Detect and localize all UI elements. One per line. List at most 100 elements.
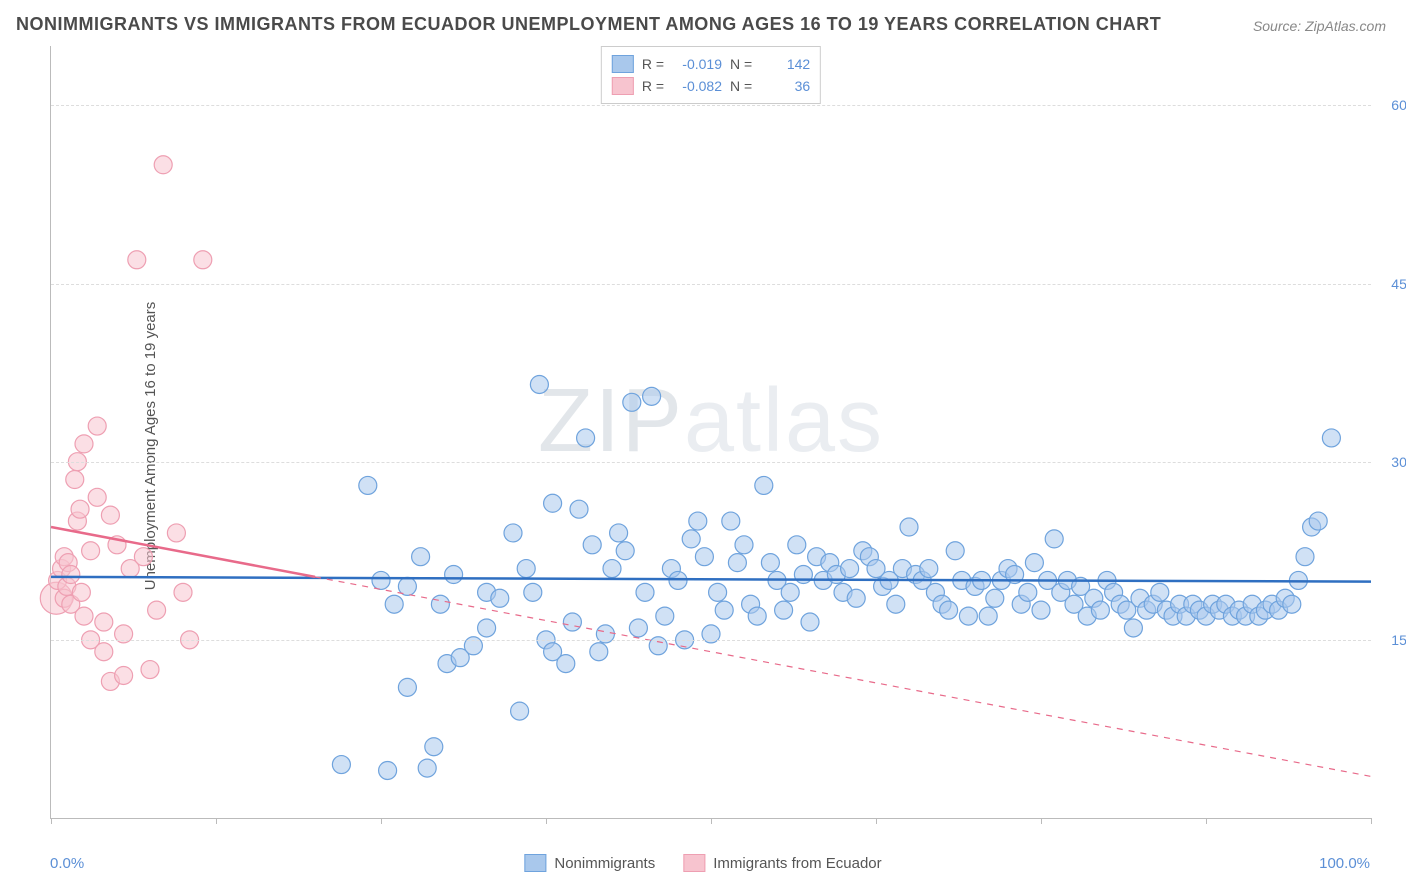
- data-point: [511, 702, 529, 720]
- data-point: [75, 435, 93, 453]
- data-point: [1045, 530, 1063, 548]
- data-point: [636, 583, 654, 601]
- data-point: [643, 387, 661, 405]
- data-point: [332, 756, 350, 774]
- y-tick-label: 30.0%: [1376, 454, 1406, 470]
- legend-item-nonimmigrants: Nonimmigrants: [524, 854, 655, 872]
- data-point: [524, 583, 542, 601]
- data-point: [141, 661, 159, 679]
- chart-title: NONIMMIGRANTS VS IMMIGRANTS FROM ECUADOR…: [16, 14, 1161, 35]
- data-point: [1025, 554, 1043, 572]
- data-point: [62, 566, 80, 584]
- data-point: [379, 761, 397, 779]
- data-point: [82, 542, 100, 560]
- data-point: [478, 619, 496, 637]
- data-point: [359, 476, 377, 494]
- data-point: [603, 560, 621, 578]
- data-point: [491, 589, 509, 607]
- data-point: [629, 619, 647, 637]
- data-point: [167, 524, 185, 542]
- grid-line: [51, 462, 1371, 463]
- data-point: [75, 607, 93, 625]
- data-point: [72, 583, 90, 601]
- data-point: [412, 548, 430, 566]
- data-point: [1322, 429, 1340, 447]
- legend-label: Immigrants from Ecuador: [713, 855, 881, 872]
- data-point: [557, 655, 575, 673]
- data-point: [959, 607, 977, 625]
- data-point: [755, 476, 773, 494]
- x-axis-min-label: 0.0%: [50, 855, 84, 872]
- x-axis-max-label: 100.0%: [1319, 855, 1370, 872]
- data-point: [134, 548, 152, 566]
- x-tick: [876, 818, 877, 824]
- data-point: [689, 512, 707, 530]
- data-point: [775, 601, 793, 619]
- data-point: [1019, 583, 1037, 601]
- y-tick-label: 60.0%: [1376, 97, 1406, 113]
- data-point: [88, 488, 106, 506]
- data-point: [128, 251, 146, 269]
- data-point: [544, 494, 562, 512]
- data-point: [695, 548, 713, 566]
- x-tick: [216, 818, 217, 824]
- data-point: [590, 643, 608, 661]
- data-point: [728, 554, 746, 572]
- data-point: [841, 560, 859, 578]
- x-tick: [1206, 818, 1207, 824]
- data-point: [847, 589, 865, 607]
- plot-area: ZIPatlas R = -0.019 N = 142 R = -0.082 N…: [50, 46, 1371, 819]
- x-tick: [1041, 818, 1042, 824]
- scatter-svg: [51, 46, 1371, 818]
- x-tick: [1371, 818, 1372, 824]
- data-point: [583, 536, 601, 554]
- legend-item-immigrants: Immigrants from Ecuador: [683, 854, 881, 872]
- data-point: [577, 429, 595, 447]
- data-point: [940, 601, 958, 619]
- data-point: [748, 607, 766, 625]
- data-point: [95, 613, 113, 631]
- data-point: [979, 607, 997, 625]
- data-point: [722, 512, 740, 530]
- data-point: [801, 613, 819, 631]
- data-point: [154, 156, 172, 174]
- data-point: [385, 595, 403, 613]
- swatch-pink: [683, 854, 705, 872]
- data-point: [682, 530, 700, 548]
- data-point: [656, 607, 674, 625]
- data-point: [1091, 601, 1109, 619]
- x-tick: [711, 818, 712, 824]
- data-point: [445, 566, 463, 584]
- data-point: [1283, 595, 1301, 613]
- legend-label: Nonimmigrants: [554, 855, 655, 872]
- data-point: [418, 759, 436, 777]
- data-point: [95, 643, 113, 661]
- data-point: [623, 393, 641, 411]
- data-point: [986, 589, 1004, 607]
- x-tick: [546, 818, 547, 824]
- data-point: [425, 738, 443, 756]
- data-point: [530, 375, 548, 393]
- data-point: [761, 554, 779, 572]
- data-point: [900, 518, 918, 536]
- data-point: [1296, 548, 1314, 566]
- grid-line: [51, 284, 1371, 285]
- data-point: [1309, 512, 1327, 530]
- y-tick-label: 15.0%: [1376, 632, 1406, 648]
- data-point: [66, 471, 84, 489]
- data-point: [517, 560, 535, 578]
- data-point: [115, 666, 133, 684]
- swatch-blue: [524, 854, 546, 872]
- data-point: [709, 583, 727, 601]
- data-point: [431, 595, 449, 613]
- data-point: [781, 583, 799, 601]
- x-tick: [381, 818, 382, 824]
- grid-line: [51, 105, 1371, 106]
- data-point: [71, 500, 89, 518]
- trend-line: [51, 577, 1371, 582]
- data-point: [398, 678, 416, 696]
- data-point: [616, 542, 634, 560]
- x-tick: [51, 818, 52, 824]
- data-point: [610, 524, 628, 542]
- source-label: Source: ZipAtlas.com: [1253, 18, 1386, 34]
